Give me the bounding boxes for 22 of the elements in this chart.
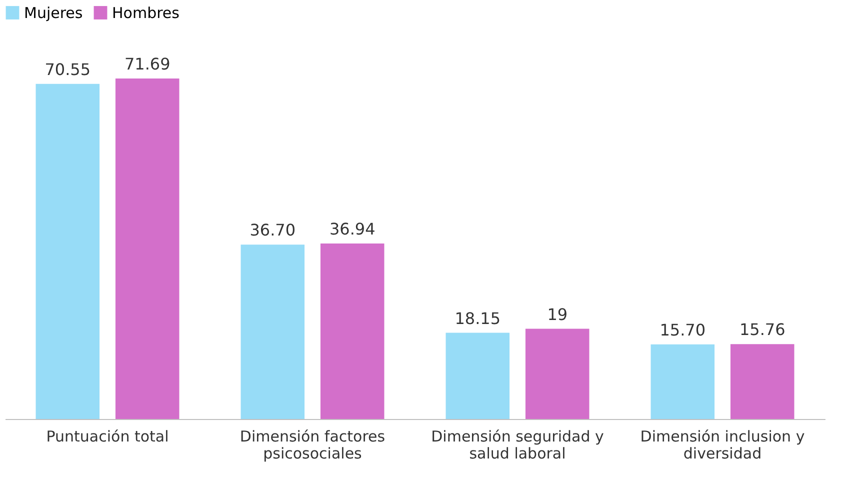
data-label: 15.76 [739, 320, 786, 340]
bar [115, 78, 180, 419]
x-tick-label: Dimensión inclusion y diversidad [640, 428, 805, 462]
data-label: 36.94 [329, 220, 376, 239]
bar [240, 244, 305, 419]
data-label: 36.70 [250, 220, 296, 240]
x-tick-label: Puntuación total [46, 428, 169, 446]
bar [650, 344, 715, 419]
data-label: 18.15 [454, 308, 501, 328]
bar [730, 344, 794, 419]
bar [36, 84, 100, 419]
bar [446, 332, 510, 419]
x-tick-label: Dimensión seguridad y salud laboral [431, 428, 604, 462]
x-tick-label: Dimensión factores psicosociales [240, 428, 386, 462]
data-label: 15.70 [660, 320, 706, 340]
bar [525, 328, 590, 419]
legend-label: Mujeres [24, 4, 83, 22]
data-label: 70.55 [44, 60, 91, 79]
data-label: 71.69 [124, 54, 170, 74]
data-label: 19 [547, 304, 568, 324]
bar [320, 244, 384, 419]
legend-label: Hombres [112, 4, 180, 22]
